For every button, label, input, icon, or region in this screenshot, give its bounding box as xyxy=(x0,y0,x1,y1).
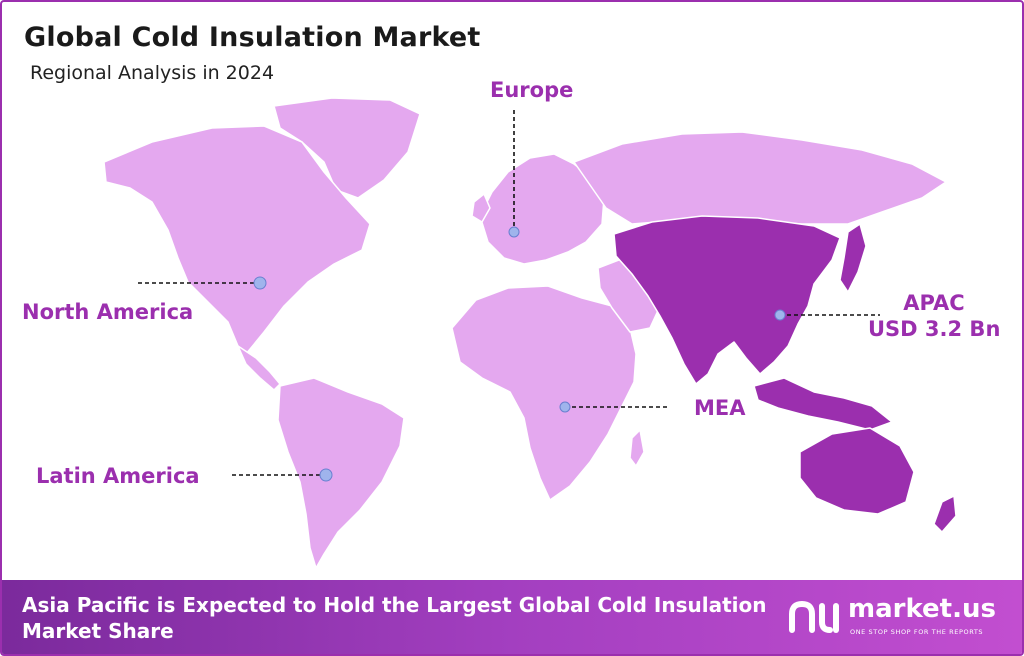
label-europe: Europe xyxy=(490,78,574,102)
market-us-logo-icon xyxy=(789,600,839,633)
marker-mea xyxy=(559,401,571,413)
south-america-shape xyxy=(277,377,405,569)
label-apac-group: APAC USD 3.2 Bn xyxy=(868,290,1000,342)
apac-region xyxy=(613,215,957,533)
africa-shape xyxy=(451,285,637,501)
marker-apac xyxy=(774,309,786,321)
brand-tagline: ONE STOP SHOP FOR THE REPORTS xyxy=(850,628,984,636)
marker-latin-america xyxy=(319,468,333,482)
asia-shape xyxy=(613,215,841,385)
australia-shape xyxy=(799,427,915,515)
north-america-shape xyxy=(103,125,371,355)
page-subtitle: Regional Analysis in 2024 xyxy=(30,62,275,84)
southeast-asia-islands-shape xyxy=(753,377,893,431)
brand-name: market.us xyxy=(848,594,996,624)
footer-message: Asia Pacific is Expected to Hold the Lar… xyxy=(22,593,767,643)
uk-shape xyxy=(471,193,491,223)
label-north-america: North America xyxy=(22,300,194,324)
madagascar-shape xyxy=(629,429,645,467)
japan-shape xyxy=(839,223,867,293)
marker-north-america xyxy=(253,276,267,290)
label-latin-america: Latin America xyxy=(36,464,200,488)
label-mea: MEA xyxy=(694,396,746,420)
marker-europe xyxy=(508,226,520,238)
page-title: Global Cold Insulation Market xyxy=(24,22,481,53)
russia-shape xyxy=(573,131,947,225)
central-america-shape xyxy=(237,345,281,391)
label-apac: APAC xyxy=(903,291,965,315)
label-apac-value: USD 3.2 Bn xyxy=(868,317,1001,341)
land-regions xyxy=(103,97,947,569)
new-zealand-shape xyxy=(933,495,957,533)
leader-lines xyxy=(138,110,880,476)
footer-banner: Asia Pacific is Expected to Hold the Lar… xyxy=(2,580,1022,654)
region-markers xyxy=(253,226,786,482)
